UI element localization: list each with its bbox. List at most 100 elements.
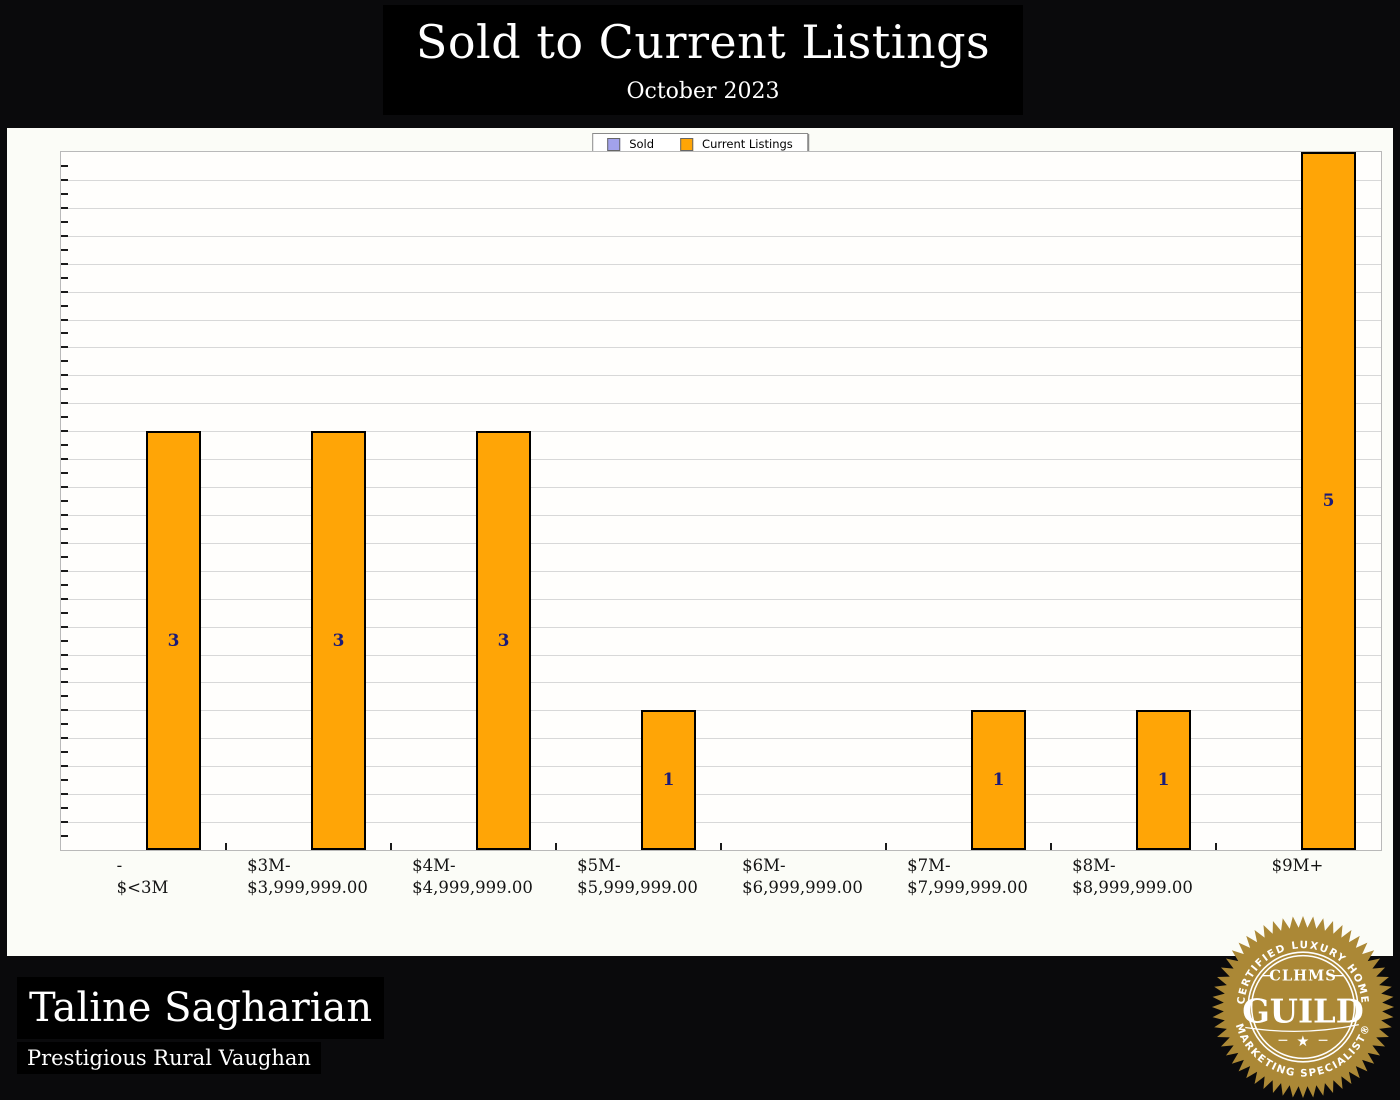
y-axis-tick — [61, 527, 68, 530]
badge-star-icon: ★ — [1296, 1033, 1309, 1050]
bar-value-label: 3 — [332, 630, 345, 651]
title-block: Sold to Current Listings October 2023 — [383, 5, 1023, 115]
x-axis-label: $8M- $8,999,999.00 — [1072, 856, 1193, 897]
gridline — [61, 375, 1381, 377]
bar-value-label: 5 — [1322, 491, 1335, 511]
gridline — [61, 654, 1381, 656]
gridline — [61, 319, 1381, 321]
y-axis-tick — [61, 667, 68, 670]
gridline — [61, 822, 1381, 824]
agent-tagline: Prestigious Rural Vaughan — [17, 1042, 321, 1074]
y-axis-tick — [61, 835, 68, 838]
y-axis-tick — [61, 402, 68, 405]
badge-main-text: GUILD — [1242, 993, 1364, 1031]
y-axis-tick — [61, 569, 68, 572]
plot-area: 3 3 3 1 1 1 5 — [60, 151, 1382, 851]
x-axis-label: $6M- $6,999,999.00 — [742, 856, 863, 897]
gridline — [61, 598, 1381, 600]
y-axis-tick — [61, 737, 68, 740]
y-axis-tick — [61, 248, 68, 251]
bar-value-label: 1 — [662, 770, 675, 791]
y-axis-tick — [61, 444, 68, 447]
y-axis-tick — [61, 388, 68, 391]
y-axis-tick — [61, 164, 68, 167]
gridline — [61, 626, 1381, 628]
x-axis-label: $5M- $5,999,999.00 — [577, 856, 698, 897]
gridline — [61, 794, 1381, 796]
gridline — [61, 542, 1381, 544]
y-axis-tick — [61, 290, 68, 293]
y-axis-tick — [61, 793, 68, 796]
y-axis-tick — [61, 500, 68, 502]
y-axis-tick — [61, 625, 68, 628]
y-axis-tick — [61, 220, 68, 223]
x-axis-tick — [390, 843, 392, 850]
bar-current-listings-5: 1 — [971, 710, 1026, 850]
y-axis-tick — [61, 430, 68, 433]
y-axis-tick — [61, 709, 68, 712]
x-axis-tick — [555, 843, 557, 850]
gridline — [61, 514, 1381, 516]
gridline — [61, 766, 1381, 768]
gridline — [61, 738, 1381, 740]
gridline — [61, 403, 1381, 405]
y-axis-tick — [61, 723, 68, 726]
legend-label-sold: Sold — [629, 137, 655, 151]
gridline — [61, 710, 1381, 712]
y-axis-tick — [61, 206, 68, 209]
y-axis-tick — [61, 751, 68, 754]
y-axis-tick — [61, 304, 68, 307]
bar-value-label: 1 — [992, 770, 1005, 791]
y-axis-tick — [61, 611, 68, 614]
gridline — [61, 347, 1381, 349]
clhms-guild-seal: CERTIFIED LUXURY HOME MARKETING SPECIALI… — [1211, 915, 1395, 1099]
gridline — [61, 291, 1381, 293]
bar-current-listings-6: 1 — [1136, 710, 1191, 850]
x-axis-labels: - $<3M $3M- $3,999,999.00 $4M- $4,999,999.00 $… — [60, 855, 1380, 925]
y-axis-tick — [61, 597, 68, 600]
y-axis-tick — [61, 234, 68, 237]
badge-outer-ring — [1247, 951, 1359, 1063]
bar-value-label: 3 — [497, 630, 510, 651]
y-axis-tick — [61, 458, 68, 461]
current-listings-swatch-icon — [680, 137, 694, 151]
gridline — [61, 487, 1381, 489]
x-axis-label: $7M- $7,999,999.00 — [907, 856, 1028, 897]
bar-value-label: 3 — [167, 630, 180, 651]
bar-current-listings-2: 3 — [476, 431, 531, 850]
y-axis-tick — [61, 346, 68, 349]
y-axis-tick — [61, 653, 68, 656]
legend-item-current-listings: Current Listings — [680, 137, 793, 151]
badge-swash — [1245, 1023, 1359, 1032]
y-axis-tick — [61, 765, 68, 768]
bar-current-listings-3: 1 — [641, 710, 696, 850]
y-axis-tick — [61, 639, 68, 642]
bar-current-listings-1: 3 — [311, 431, 366, 850]
y-axis-tick — [61, 821, 68, 824]
badge-sunburst — [1211, 915, 1395, 1099]
y-axis-tick — [61, 472, 68, 475]
y-axis-tick — [61, 276, 68, 279]
badge-org-text: CLHMS — [1269, 968, 1337, 985]
y-axis-tick — [61, 513, 68, 516]
x-axis-tick — [225, 843, 227, 850]
gridline — [61, 459, 1381, 461]
x-axis-label: $4M- $4,999,999.00 — [412, 856, 533, 897]
gridline — [61, 682, 1381, 684]
y-axis-tick — [61, 541, 68, 544]
y-axis-tick — [61, 779, 68, 782]
y-axis-tick — [61, 178, 68, 181]
x-axis-tick — [1050, 843, 1052, 850]
bar-value-label: 1 — [1157, 770, 1170, 791]
y-axis-tick — [61, 486, 68, 489]
y-axis-tick — [61, 583, 68, 586]
gridline — [61, 179, 1381, 181]
bar-current-listings-7: 5 — [1301, 152, 1356, 850]
y-axis-tick — [61, 695, 68, 698]
chart-subtitle: October 2023 — [626, 79, 780, 104]
sold-swatch-icon — [607, 137, 621, 151]
x-axis-tick — [885, 843, 887, 850]
y-axis-tick — [61, 555, 68, 558]
gridline — [61, 263, 1381, 265]
